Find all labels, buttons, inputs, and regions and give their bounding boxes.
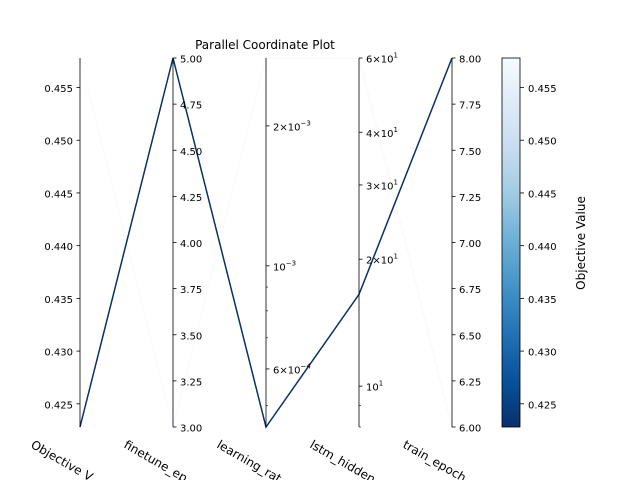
- axis-lstm-hidden: 101 2×101 3×101 4×101 6×101 lstm_hidden: [308, 52, 398, 480]
- tick-label: 0.445: [44, 189, 73, 200]
- tick-label: 7.00: [459, 239, 481, 250]
- tick-label: 4.00: [180, 239, 202, 250]
- tick-label: 4.50: [180, 147, 202, 158]
- colorbar: Objective Value 0.425 0.430 0.435 0.440 0.44…: [501, 57, 588, 428]
- tick-label: 0.425: [44, 400, 73, 411]
- tick-label: 3.25: [180, 377, 202, 388]
- tick-label: 7.25: [459, 193, 481, 204]
- axis-label: learning_rat: [215, 437, 285, 480]
- tick-label: 6×101: [366, 52, 398, 66]
- tick-label: 8.00: [459, 55, 481, 66]
- colorbar-tick-label: 0.445: [528, 189, 557, 200]
- colorbar-tick-label: 0.440: [528, 242, 557, 253]
- chart-title: Parallel Coordinate Plot: [195, 38, 335, 52]
- tick-label: 3.75: [180, 285, 202, 296]
- tick-label: 7.75: [459, 101, 481, 112]
- tick-label: 0.430: [44, 348, 73, 359]
- axes-group: 0.425 0.430 0.435 0.440 0.445 0.450 0.455 Objec…: [29, 52, 482, 480]
- colorbar-label: Objective Value: [574, 196, 588, 290]
- tick-label: 3×101: [366, 178, 398, 192]
- axis-label: train_epoch: [401, 437, 469, 480]
- tick-label: 6.50: [459, 331, 481, 342]
- tick-label: 2×101: [366, 253, 398, 267]
- tick-label: 10−3: [273, 259, 296, 273]
- axis-label: Objective V: [29, 437, 96, 480]
- colorbar-tick-label: 0.455: [528, 84, 557, 95]
- colorbar-tick-label: 0.435: [528, 295, 557, 306]
- tick-label: 0.440: [44, 242, 73, 253]
- axis-label: lstm_hidden: [308, 437, 378, 480]
- tick-label: 6×10−4: [273, 362, 311, 376]
- axis-objective-value: 0.425 0.430 0.435 0.440 0.445 0.450 0.455 Objec…: [29, 58, 96, 480]
- tick-label: 6.25: [459, 377, 481, 388]
- axis-train-epochs: 6.00 6.25 6.50 6.75 7.00 7.25 7.50 7.75 8.00 trai…: [401, 55, 482, 480]
- tick-label: 3.50: [180, 331, 202, 342]
- tick-label: 0.435: [44, 295, 73, 306]
- tick-label: 0.450: [44, 137, 73, 148]
- tick-label: 2×10−3: [273, 119, 311, 133]
- tick-label: 6.75: [459, 285, 481, 296]
- tick-label: 0.455: [44, 84, 73, 95]
- tick-label: 4×101: [366, 126, 398, 140]
- colorbar-tick-label: 0.425: [528, 400, 557, 411]
- tick-label: 5.00: [180, 55, 202, 66]
- tick-label: 7.50: [459, 147, 481, 158]
- tick-label: 3.00: [180, 424, 202, 435]
- axis-label: finetune_ep: [122, 437, 190, 480]
- axis-finetune-epochs: 3.00 3.25 3.50 3.75 4.00 4.25 4.50 4.75 5.00 fine…: [122, 55, 203, 480]
- colorbar-tick-label: 0.450: [528, 137, 557, 148]
- tick-label: 6.00: [459, 424, 481, 435]
- colorbar-tick-label: 0.430: [528, 348, 557, 359]
- tick-label: 101: [366, 380, 383, 394]
- colorbar-gradient: [501, 57, 521, 428]
- tick-label: 4.25: [180, 193, 202, 204]
- tick-label: 4.75: [180, 101, 202, 112]
